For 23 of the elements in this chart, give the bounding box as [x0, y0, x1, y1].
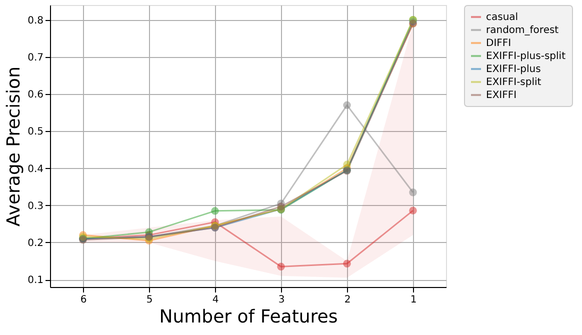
y-tick-label: 0.8	[28, 15, 44, 26]
y-tick-label: 0.2	[28, 238, 44, 249]
x-tick-label: 5	[146, 294, 153, 306]
y-tick-label: 0.4	[28, 164, 44, 175]
x-tick-label: 6	[80, 294, 87, 306]
x-tick-label: 2	[344, 294, 351, 306]
y-tick-label: 0.6	[28, 90, 44, 101]
legend-label: casual	[486, 12, 518, 23]
legend-label: EXIFFI-plus	[486, 64, 541, 75]
x-axis-title: Number of Features	[159, 306, 338, 328]
y-tick-label: 0.7	[28, 52, 44, 64]
y-axis-title: Average Precision	[4, 66, 25, 226]
y-tick-label: 0.1	[28, 275, 44, 286]
x-tick-label: 1	[410, 294, 417, 306]
x-tick-label: 3	[278, 294, 285, 306]
y-tick-label: 0.3	[28, 200, 44, 212]
legend-label: EXIFFI-plus-split	[486, 51, 566, 62]
x-tick-label: 4	[212, 294, 219, 306]
legend-label: random_forest	[486, 25, 559, 36]
legend-label: EXIFFI	[486, 90, 517, 101]
y-tick-label: 0.5	[28, 126, 44, 138]
legend-label: EXIFFI-split	[486, 77, 542, 88]
legend-label: DIFFI	[486, 38, 512, 49]
